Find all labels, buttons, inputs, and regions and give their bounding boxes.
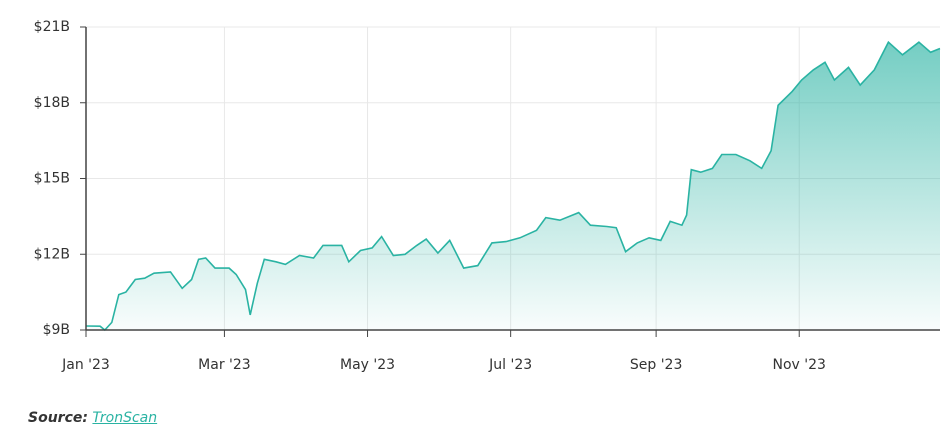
y-tick-label: $9B — [43, 322, 70, 338]
x-tick-label: Jul '23 — [488, 357, 532, 373]
y-tick-label: $15B — [34, 171, 70, 187]
y-tick-label: $12B — [34, 246, 70, 262]
x-tick-label: Mar '23 — [198, 357, 251, 373]
page: $9B $12B $15B $18B $21B Jan '23 Mar '23 May '23… — [28, 19, 941, 426]
source-note: Source: TronScan — [28, 410, 157, 426]
x-tick-label: Jan '23 — [61, 357, 110, 373]
x-tick-label: Sep '23 — [630, 357, 683, 373]
y-tick-label: $21B — [34, 19, 70, 35]
x-tick-label: Nov '23 — [773, 357, 826, 373]
source-link[interactable]: TronScan — [92, 410, 158, 426]
source-label: Source: — [28, 410, 88, 426]
area — [86, 42, 940, 330]
x-tick-label: May '23 — [340, 357, 395, 373]
y-tick-label: $18B — [34, 95, 70, 111]
line — [85, 40, 941, 332]
chart: $9B $12B $15B $18B $21B Jan '23 Mar '23 May '23… — [34, 19, 941, 373]
